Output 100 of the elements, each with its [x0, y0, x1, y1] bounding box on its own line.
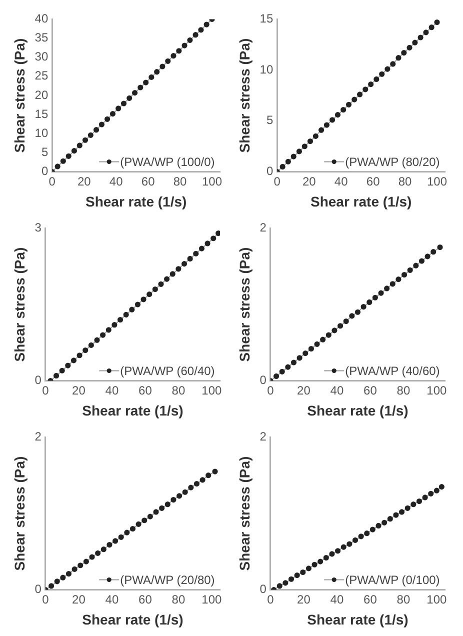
x-tick-label: 60 — [364, 383, 378, 398]
point — [318, 558, 324, 564]
point — [366, 299, 372, 306]
point — [424, 254, 430, 260]
x-axis-title: Shear rate (1/s) — [82, 611, 184, 628]
point — [72, 566, 78, 572]
x-tick-label: 100 — [202, 174, 222, 188]
point — [323, 554, 329, 561]
point — [352, 96, 358, 102]
point — [360, 304, 366, 310]
point — [430, 249, 436, 255]
point — [282, 580, 288, 586]
point — [82, 137, 88, 143]
point — [100, 546, 106, 552]
point — [404, 505, 410, 511]
point — [170, 271, 176, 277]
point — [98, 122, 105, 128]
y-axis-title: Shear stress (Pa) — [236, 456, 252, 571]
point — [288, 576, 294, 582]
x-tick-label: 20 — [302, 174, 316, 188]
x-tick-label: 100 — [426, 592, 448, 606]
point — [146, 292, 152, 298]
y-axis-title: Shear stress (Pa) — [11, 247, 28, 362]
point — [279, 368, 285, 374]
point — [182, 489, 188, 495]
point — [187, 37, 193, 43]
point — [95, 550, 101, 556]
point — [198, 246, 205, 252]
point — [364, 530, 370, 536]
point — [434, 19, 440, 26]
point — [290, 154, 296, 160]
point — [204, 240, 210, 246]
x-tick-label: 40 — [330, 383, 344, 398]
y-axis-title: Shear stress (Pa) — [236, 38, 252, 153]
legend-label: (PWA/WP (60/40) — [120, 364, 215, 378]
point — [329, 551, 335, 557]
point — [83, 558, 89, 564]
legend-label: (PWA/WP (0/100) — [345, 573, 440, 588]
x-tick-label: 40 — [105, 383, 119, 398]
point — [164, 502, 170, 508]
point — [78, 562, 84, 568]
legend-label: (PWA/WP (80/20) — [345, 155, 440, 170]
point — [396, 55, 402, 61]
point — [273, 373, 280, 380]
point — [318, 127, 324, 133]
point — [387, 516, 393, 522]
point — [320, 336, 326, 342]
x-axis-title: Shear rate (1/s) — [85, 193, 187, 210]
y-tick-label: 0 — [266, 164, 274, 178]
point — [116, 106, 122, 112]
point — [110, 111, 116, 117]
point — [438, 484, 444, 490]
point — [422, 494, 428, 500]
x-tick-label: 60 — [364, 592, 378, 606]
point — [398, 509, 405, 515]
point — [88, 132, 94, 138]
y-tick-label: 2 — [34, 430, 42, 444]
point — [334, 548, 341, 554]
point — [147, 514, 153, 520]
y-tick-label: 5 — [41, 145, 48, 160]
x-tick-label: 60 — [141, 174, 156, 188]
point — [117, 316, 124, 323]
point — [390, 61, 396, 67]
point — [374, 76, 380, 82]
x-tick-label: 60 — [366, 174, 380, 188]
point — [93, 127, 100, 133]
point — [390, 281, 396, 287]
point — [153, 509, 159, 515]
point — [418, 258, 425, 264]
point — [340, 106, 346, 113]
y-tick-label: 35 — [34, 30, 48, 45]
point — [324, 122, 330, 128]
point — [71, 148, 78, 154]
point — [428, 490, 434, 496]
point — [416, 498, 422, 504]
point — [332, 328, 338, 334]
x-tick-label: 80 — [398, 174, 412, 188]
point — [124, 530, 130, 536]
point — [379, 71, 385, 77]
point — [393, 512, 399, 518]
point — [378, 290, 384, 296]
x-tick-label: 80 — [173, 174, 188, 188]
point — [406, 44, 412, 50]
point — [418, 34, 424, 40]
point — [401, 50, 407, 56]
point — [112, 538, 118, 544]
point — [308, 346, 314, 352]
point — [130, 526, 136, 532]
point — [176, 493, 182, 499]
point — [343, 318, 349, 324]
x-tick-label: 100 — [426, 383, 448, 398]
point — [82, 347, 88, 354]
y-axis-title: Shear stress (Pa) — [236, 247, 252, 362]
point — [368, 82, 374, 88]
point — [352, 537, 358, 544]
point — [407, 267, 413, 273]
point — [285, 364, 291, 370]
point — [410, 502, 416, 508]
point — [330, 117, 336, 123]
point — [134, 302, 141, 308]
